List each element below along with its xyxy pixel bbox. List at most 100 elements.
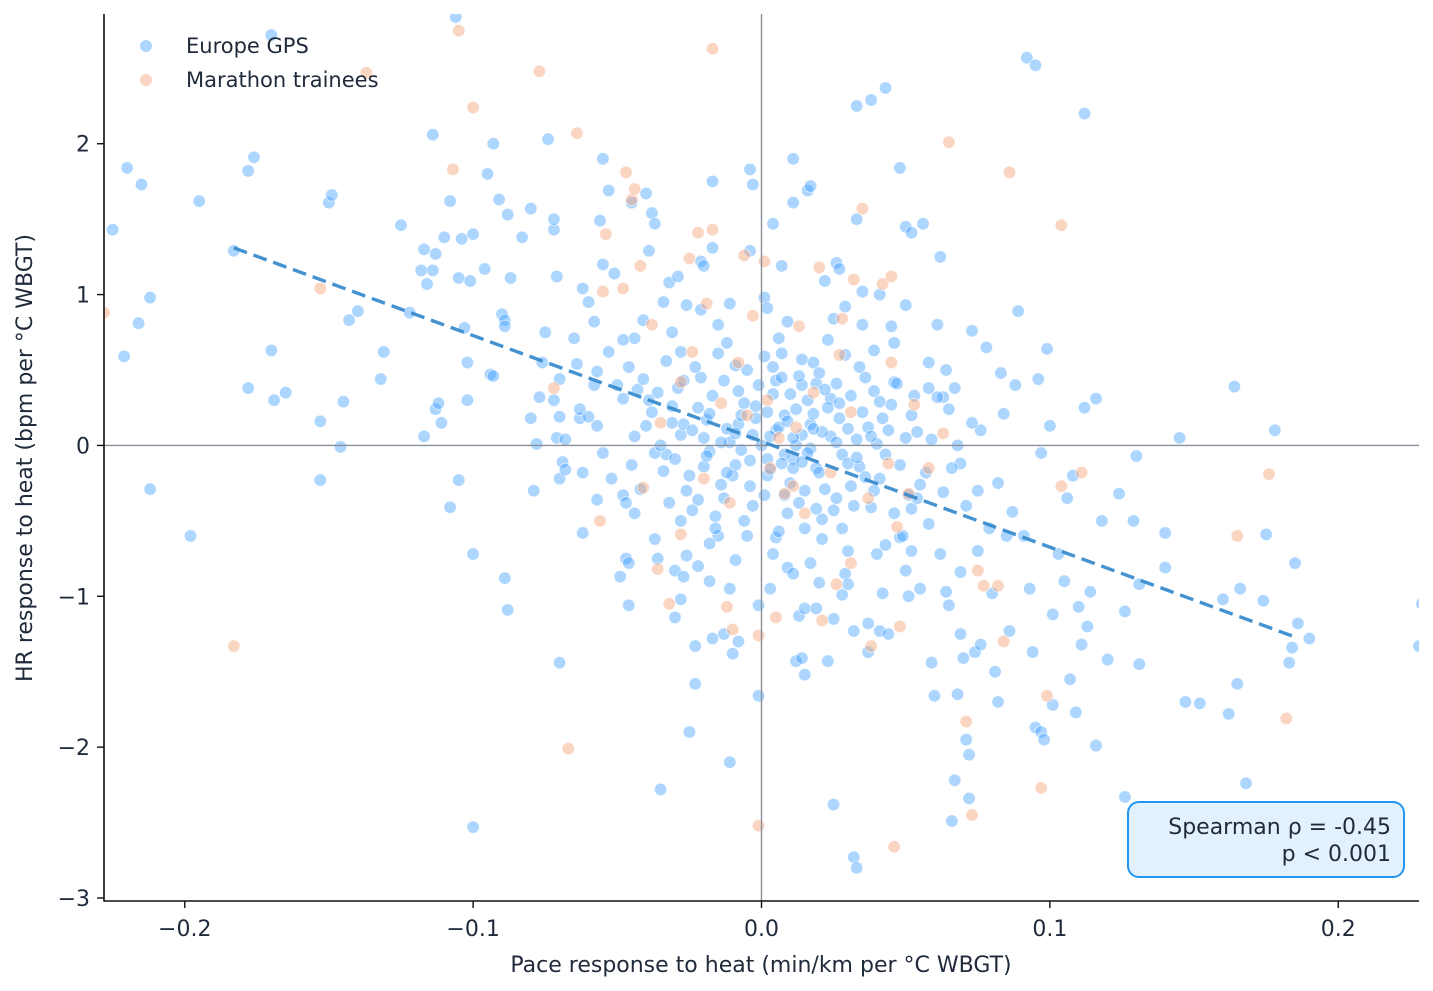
data-point-europe-gps (434, 416, 448, 430)
data-point-europe-gps (775, 259, 789, 273)
data-point-marathon-trainees (685, 345, 699, 359)
data-point-europe-gps (887, 506, 901, 520)
x-axis-label: Pace response to heat (min/km per °C WBG… (510, 953, 1011, 978)
data-point-europe-gps (838, 567, 852, 581)
data-point-europe-gps (835, 521, 849, 536)
data-point-europe-gps (351, 304, 365, 318)
data-point-europe-gps (751, 598, 766, 612)
data-point-europe-gps (648, 217, 662, 231)
data-point-europe-gps (746, 499, 760, 513)
data-point-europe-gps (890, 376, 904, 391)
data-point-europe-gps (662, 496, 676, 510)
data-point-europe-gps (674, 345, 688, 359)
data-point-europe-gps (780, 506, 795, 520)
data-point-europe-gps (956, 651, 971, 665)
data-point-europe-gps (855, 284, 870, 299)
data-point-europe-gps (659, 354, 673, 368)
data-point-europe-gps (313, 473, 327, 487)
data-point-europe-gps (829, 435, 844, 449)
data-point-europe-gps (803, 179, 818, 193)
data-point-europe-gps (1158, 526, 1172, 540)
data-point-europe-gps (798, 668, 812, 682)
data-point-europe-gps (786, 431, 800, 445)
stats-annotation-pvalue: p < 0.001 (1282, 842, 1391, 867)
data-point-europe-gps (1031, 372, 1045, 386)
data-point-marathon-trainees (674, 375, 688, 389)
data-point-europe-gps (795, 455, 809, 469)
data-point-europe-gps (783, 387, 797, 401)
data-point-europe-gps (134, 177, 149, 192)
data-point-europe-gps (651, 551, 665, 566)
data-point-europe-gps (550, 269, 564, 284)
y-tick-label: 2 (76, 133, 90, 158)
data-point-europe-gps (394, 218, 408, 232)
data-point-marathon-trainees (757, 254, 772, 268)
data-point-europe-gps (627, 429, 642, 443)
data-point-europe-gps (708, 521, 723, 536)
data-point-europe-gps (486, 369, 500, 383)
data-point-europe-gps (486, 137, 500, 151)
data-point-marathon-trainees (789, 420, 803, 434)
data-point-europe-gps (971, 484, 985, 498)
data-point-europe-gps (714, 478, 728, 492)
data-point-europe-gps (374, 372, 388, 386)
data-point-marathon-trainees (763, 461, 777, 475)
data-point-europe-gps (694, 370, 708, 385)
data-point-europe-gps (1026, 645, 1040, 659)
data-point-europe-gps (602, 345, 616, 359)
data-point-europe-gps (679, 484, 694, 498)
data-point-europe-gps (717, 373, 731, 388)
data-point-marathon-trainees (737, 248, 751, 262)
data-point-europe-gps (697, 259, 711, 273)
data-point-marathon-trainees (636, 481, 650, 495)
data-point-europe-gps (904, 502, 919, 516)
data-point-marathon-trainees (751, 818, 766, 833)
data-point-europe-gps (665, 416, 679, 430)
data-point-europe-gps (965, 416, 979, 430)
data-point-europe-gps (786, 196, 800, 210)
data-point-marathon-trainees (359, 66, 373, 80)
data-point-marathon-trainees (452, 24, 466, 38)
data-point-europe-gps (685, 423, 699, 437)
data-point-europe-gps (711, 529, 725, 543)
data-point-europe-gps (821, 401, 835, 415)
data-point-europe-gps (731, 384, 746, 398)
data-point-europe-gps (613, 570, 627, 584)
legend-label-europe-gps: Europe GPS (186, 34, 309, 58)
data-point-europe-gps (668, 610, 682, 625)
data-point-europe-gps (1034, 725, 1048, 739)
data-point-marathon-trainees (313, 281, 327, 296)
data-point-marathon-trainees (645, 318, 659, 332)
data-point-europe-gps (806, 407, 821, 421)
data-point-marathon-trainees (893, 619, 907, 634)
y-tick-label: −3 (58, 887, 90, 912)
data-point-marathon-trainees (627, 182, 642, 196)
data-point-europe-gps (746, 177, 760, 192)
data-point-marathon-trainees (740, 408, 754, 422)
data-point-marathon-trainees (997, 634, 1011, 649)
data-point-europe-gps (1193, 696, 1207, 711)
data-point-europe-gps (769, 530, 783, 545)
data-point-marathon-trainees (1002, 165, 1017, 179)
data-point-europe-gps (682, 468, 697, 483)
data-point-europe-gps (867, 343, 881, 357)
y-axis-label: HR response to heat (bpm per °C WBGT) (13, 234, 38, 682)
data-point-europe-gps (325, 188, 339, 202)
data-point-europe-gps (884, 319, 898, 333)
data-point-europe-gps (1291, 616, 1305, 631)
data-point-europe-gps (924, 432, 939, 446)
data-point-europe-gps (428, 247, 443, 261)
data-point-europe-gps (873, 395, 887, 409)
data-point-europe-gps (1230, 677, 1244, 691)
data-point-europe-gps (1020, 51, 1034, 65)
y-tick-label: −2 (58, 736, 90, 761)
data-point-europe-gps (924, 656, 939, 670)
data-point-marathon-trainees (731, 355, 746, 370)
data-point-europe-gps (665, 325, 679, 339)
data-point-marathon-trainees (446, 162, 460, 176)
data-point-marathon-trainees (786, 479, 800, 493)
data-point-europe-gps (884, 398, 898, 412)
data-point-europe-gps (466, 227, 480, 241)
data-point-marathon-trainees (674, 527, 688, 542)
x-tick-label: −0.1 (446, 917, 499, 942)
